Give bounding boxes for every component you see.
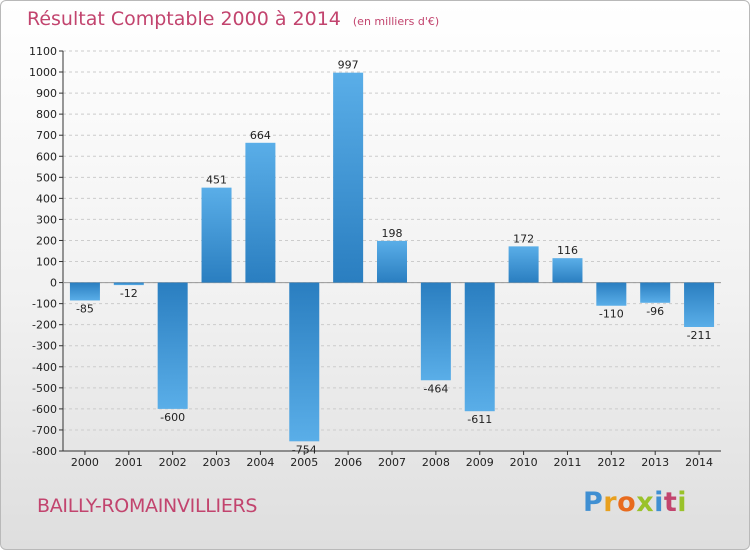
proxiti-logo: Proxiti bbox=[583, 487, 688, 518]
x-tick-label: 2014 bbox=[685, 456, 713, 469]
x-tick-label: 2012 bbox=[597, 456, 625, 469]
chart-title: Résultat Comptable 2000 à 2014 (en millie… bbox=[27, 8, 439, 30]
data-label: -110 bbox=[599, 308, 624, 321]
y-tick-label: 1000 bbox=[29, 66, 57, 79]
data-label: -611 bbox=[467, 413, 492, 426]
x-tick-label: 2006 bbox=[334, 456, 362, 469]
bar bbox=[552, 258, 583, 283]
data-label: 172 bbox=[513, 232, 534, 245]
bar bbox=[464, 282, 495, 412]
y-tick-label: -100 bbox=[32, 298, 57, 311]
x-tick-label: 2013 bbox=[641, 456, 669, 469]
x-tick-label: 2001 bbox=[115, 456, 143, 469]
data-label: -96 bbox=[646, 305, 664, 318]
y-tick-label: 1100 bbox=[29, 45, 57, 58]
bar bbox=[420, 282, 451, 381]
town-label: BAILLY-ROMAINVILLIERS bbox=[37, 495, 258, 517]
y-tick-label: -600 bbox=[32, 403, 57, 416]
y-tick-label: 700 bbox=[36, 129, 57, 142]
bar bbox=[113, 282, 144, 286]
data-label: 198 bbox=[382, 227, 403, 240]
x-tick-label: 2002 bbox=[159, 456, 187, 469]
y-tick-label: -700 bbox=[32, 424, 57, 437]
bar bbox=[684, 282, 715, 327]
y-tick-label: 300 bbox=[36, 213, 57, 226]
y-tick-label: -500 bbox=[32, 382, 57, 395]
chart-subtitle: (en milliers d'€) bbox=[352, 15, 440, 28]
y-tick-label: -200 bbox=[32, 319, 57, 332]
y-tick-label: 100 bbox=[36, 256, 57, 269]
y-tick-label: -400 bbox=[32, 361, 57, 374]
y-tick-label: 900 bbox=[36, 87, 57, 100]
bar bbox=[157, 282, 188, 409]
data-label: 451 bbox=[206, 174, 227, 187]
chart-title-text: Résultat Comptable 2000 à 2014 bbox=[27, 8, 341, 30]
data-label: 664 bbox=[250, 129, 271, 142]
y-tick-label: -800 bbox=[32, 445, 57, 458]
bar bbox=[201, 187, 232, 283]
y-tick-label: -300 bbox=[32, 340, 57, 353]
x-tick-label: 2004 bbox=[246, 456, 274, 469]
data-label: 997 bbox=[338, 59, 359, 72]
x-tick-label: 2000 bbox=[71, 456, 99, 469]
x-tick-label: 2008 bbox=[422, 456, 450, 469]
data-label: -12 bbox=[120, 287, 138, 300]
x-tick-label: 2010 bbox=[510, 456, 538, 469]
x-tick-label: 2011 bbox=[553, 456, 581, 469]
data-label: -600 bbox=[160, 411, 185, 424]
x-tick-label: 2003 bbox=[203, 456, 231, 469]
x-tick-label: 2007 bbox=[378, 456, 406, 469]
bar bbox=[245, 142, 276, 283]
data-label: -754 bbox=[292, 443, 317, 456]
x-tick-label: 2005 bbox=[290, 456, 318, 469]
y-tick-label: 0 bbox=[50, 277, 57, 290]
bar bbox=[333, 72, 364, 283]
bar bbox=[69, 282, 100, 301]
data-label: 116 bbox=[557, 244, 578, 257]
data-label: -85 bbox=[76, 302, 94, 315]
bar bbox=[640, 282, 671, 303]
bar bbox=[508, 246, 539, 283]
y-tick-label: 500 bbox=[36, 171, 57, 184]
bar bbox=[596, 282, 627, 306]
x-tick-label: 2009 bbox=[466, 456, 494, 469]
y-tick-label: 200 bbox=[36, 234, 57, 247]
data-label: -464 bbox=[423, 382, 448, 395]
bar bbox=[377, 240, 407, 283]
bar bbox=[289, 282, 320, 442]
y-tick-label: 600 bbox=[36, 150, 57, 163]
y-tick-label: 400 bbox=[36, 192, 57, 205]
data-label: -211 bbox=[687, 329, 712, 342]
y-tick-label: 800 bbox=[36, 108, 57, 121]
